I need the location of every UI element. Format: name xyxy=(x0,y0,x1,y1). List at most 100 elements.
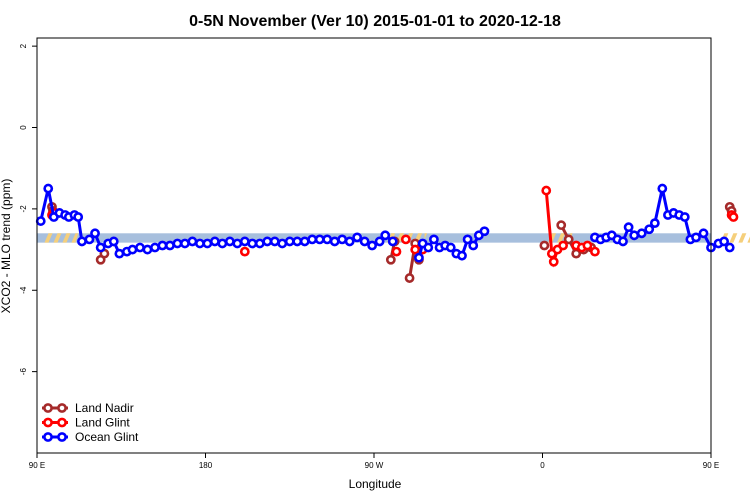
ocean-glint-point xyxy=(108,236,119,247)
land-nadir-point xyxy=(539,240,550,251)
land-glint-point xyxy=(541,185,552,196)
ocean-glint-point xyxy=(380,230,391,241)
land-glint-point xyxy=(558,240,568,251)
ocean-glint-point xyxy=(719,236,730,247)
y-tick-label: 0 xyxy=(19,125,28,130)
x-tick-label: 90 E xyxy=(29,461,45,470)
legend-label-land-glint: Land Glint xyxy=(75,416,130,430)
band-highlight xyxy=(747,236,750,243)
ocean-glint-point xyxy=(724,242,735,253)
land-glint-point xyxy=(239,246,250,257)
ocean-glint-point xyxy=(623,222,634,233)
ocean-glint-point xyxy=(457,250,467,261)
series-land-glint xyxy=(47,185,739,268)
ocean-glint-point xyxy=(142,244,153,255)
x-tick-label: 90 E xyxy=(703,461,719,470)
legend-marker-land-glint xyxy=(43,417,53,428)
legend-marker-land-nadir xyxy=(57,403,67,413)
ocean-glint-point xyxy=(479,226,490,237)
band-highlight xyxy=(729,233,738,243)
ocean-glint-point xyxy=(337,234,348,245)
ocean-glint-point xyxy=(636,228,647,239)
x-axis-label: Longitude xyxy=(349,477,402,491)
series-ocean-glint xyxy=(35,183,735,263)
ocean-glint-point xyxy=(387,236,398,247)
land-glint-point xyxy=(728,212,739,222)
y-tick-label: -6 xyxy=(19,368,28,376)
series-layer xyxy=(35,183,739,283)
land-nadir-point xyxy=(404,273,415,283)
ocean-glint-point xyxy=(429,234,439,245)
ocean-glint-point xyxy=(114,248,125,259)
ocean-glint-point xyxy=(254,238,265,249)
land-glint-point xyxy=(548,256,559,267)
ocean-glint-point xyxy=(172,238,183,249)
ocean-glint-point xyxy=(202,238,213,249)
ocean-glint-point xyxy=(414,252,424,263)
land-glint-point xyxy=(410,244,421,255)
ocean-glint-point xyxy=(269,236,280,247)
ocean-glint-point xyxy=(262,236,273,247)
ocean-glint-point xyxy=(43,183,54,194)
ocean-glint-point xyxy=(352,232,363,243)
legend-marker-land-nadir xyxy=(43,403,53,413)
band-highlight xyxy=(62,233,71,243)
x-axis: 90 E 180 90 W 0 90 E xyxy=(29,453,719,470)
ocean-glint-point xyxy=(73,212,84,222)
ocean-glint-point xyxy=(150,242,160,253)
y-axis: 2 0 -2 -4 -6 xyxy=(19,43,37,375)
ocean-glint-point xyxy=(462,234,473,245)
band-highlight xyxy=(557,233,566,243)
legend-label-land-nadir: Land Nadir xyxy=(75,401,134,415)
band-rect xyxy=(37,233,711,243)
land-glint-point xyxy=(582,240,593,251)
ocean-glint-point xyxy=(359,236,370,247)
ocean-glint-point xyxy=(135,242,145,253)
ocean-glint-point xyxy=(209,236,220,247)
ocean-glint-point xyxy=(644,224,655,235)
ocean-glint-point xyxy=(77,236,87,247)
ocean-glint-point xyxy=(329,236,340,247)
ocean-glint-point xyxy=(618,236,628,247)
ocean-glint-point xyxy=(649,218,660,229)
ocean-glint-point xyxy=(284,236,295,247)
ocean-glint-point xyxy=(292,236,303,247)
y-tick-label: 2 xyxy=(19,43,28,48)
land-nadir-point xyxy=(563,234,574,245)
ocean-glint-point xyxy=(698,228,709,239)
land-glint-point xyxy=(391,246,402,257)
ocean-glint-point xyxy=(468,240,479,251)
x-tick-label: 90 W xyxy=(365,461,384,470)
ocean-glint-point xyxy=(307,234,318,245)
y-axis-label: XCO2 - MLO trend (ppm) xyxy=(0,179,13,314)
band-highlight xyxy=(71,233,79,243)
ocean-glint-point xyxy=(217,238,228,249)
ocean-glint-point xyxy=(445,242,456,253)
ocean-glint-point xyxy=(367,240,378,251)
ocean-glint-point xyxy=(232,238,243,249)
ocean-glint-point xyxy=(277,238,288,249)
land-glint-point xyxy=(590,246,600,257)
land-glint-point xyxy=(400,234,411,245)
x-tick-label: 180 xyxy=(199,461,213,470)
ocean-glint-point xyxy=(314,234,325,245)
ocean-glint-point xyxy=(90,228,100,239)
ocean-glint-point xyxy=(657,183,668,194)
ocean-glint-point xyxy=(127,244,138,255)
ocean-glint-point xyxy=(299,236,310,247)
ocean-glint-point xyxy=(322,234,333,245)
ocean-glint-point xyxy=(374,236,385,247)
ocean-glint-point xyxy=(344,236,355,247)
legend-marker-ocean-glint xyxy=(43,432,53,442)
chart-title: 0-5N November (Ver 10) 2015-01-01 to 202… xyxy=(189,13,561,30)
legend-marker-land-glint xyxy=(57,417,67,428)
land-nadir-point xyxy=(556,220,567,231)
band-highlight xyxy=(53,233,62,243)
band-highlight xyxy=(44,233,53,243)
ocean-glint-point xyxy=(224,236,235,247)
ocean-glint-point xyxy=(423,242,434,253)
land-nadir-point xyxy=(385,254,396,265)
legend-marker-ocean-glint xyxy=(57,432,67,442)
y-tick-label: -2 xyxy=(19,205,28,213)
